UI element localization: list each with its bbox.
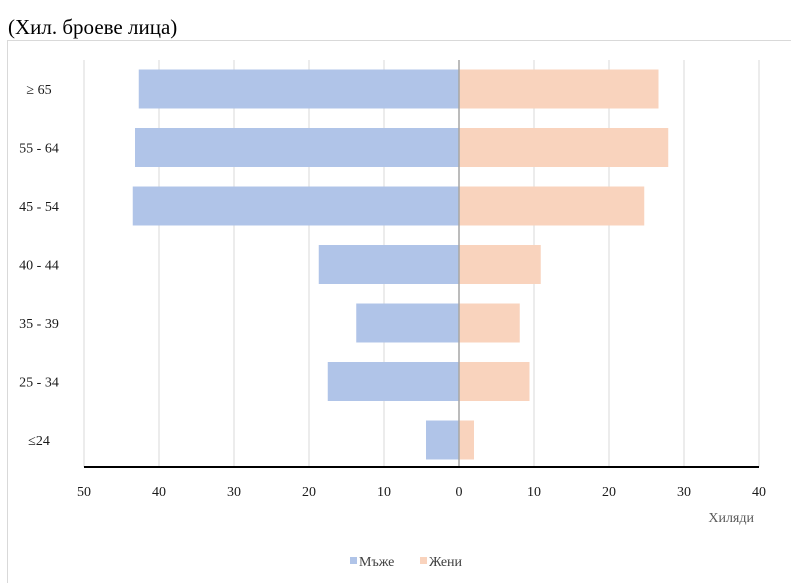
- chart-units-title: (Хил. броеве лица): [8, 15, 178, 39]
- bar-men-4: [356, 303, 459, 343]
- axes: [84, 60, 759, 468]
- x-tick-label-2: 30: [227, 485, 241, 500]
- x-tick-label-4: 10: [377, 485, 391, 500]
- bar-men-1: [135, 128, 459, 167]
- y-tick-labels: ≥ 65 55 - 64 45 - 54 40 - 44 35 - 39 25 - 34 ≤…: [19, 83, 59, 449]
- x-tick-label-6: 10: [527, 485, 541, 500]
- legend: Мъже Жени: [350, 555, 463, 570]
- bar-women-1: [459, 128, 669, 167]
- x-axis-unit-label: Хиляди: [708, 511, 754, 526]
- y-tick-label-3: 40 - 44: [19, 259, 59, 274]
- y-tick-label-5: 25 - 34: [19, 376, 59, 391]
- bar-women-4: [459, 303, 520, 343]
- x-tick-label-0: 50: [77, 485, 91, 500]
- legend-label-0: Мъже: [359, 555, 394, 570]
- chart-frame: [7, 40, 791, 583]
- x-tick-label-8: 30: [677, 485, 691, 500]
- x-tick-label-7: 20: [602, 485, 616, 500]
- y-tick-label-6: ≤24: [28, 434, 50, 449]
- bar-women-6: [459, 420, 474, 460]
- bar-men-5: [327, 362, 459, 401]
- legend-swatch-1: [420, 557, 427, 564]
- x-tick-label-3: 20: [302, 485, 316, 500]
- bar-men-3: [318, 245, 459, 284]
- bar-women-0: [459, 69, 659, 109]
- y-tick-label-4: 35 - 39: [19, 317, 59, 332]
- y-tick-label-2: 45 - 54: [19, 200, 59, 215]
- x-tick-label-5: 0: [456, 485, 463, 500]
- y-tick-label-0: ≥ 65: [26, 83, 51, 98]
- bar-men-6: [426, 420, 459, 460]
- x-tick-label-1: 40: [152, 485, 166, 500]
- y-tick-label-1: 55 - 64: [19, 142, 59, 157]
- legend-swatch-0: [350, 557, 357, 564]
- bar-men-0: [138, 69, 459, 109]
- x-tick-label-9: 40: [752, 485, 766, 500]
- bar-men-2: [132, 186, 459, 226]
- legend-label-1: Жени: [429, 555, 463, 570]
- bars: [132, 69, 669, 460]
- bar-women-3: [459, 245, 541, 284]
- bar-women-5: [459, 362, 530, 401]
- bar-women-2: [459, 186, 645, 226]
- x-tick-labels: 50 40 30 20 10 0 10 20 30 40: [77, 485, 766, 500]
